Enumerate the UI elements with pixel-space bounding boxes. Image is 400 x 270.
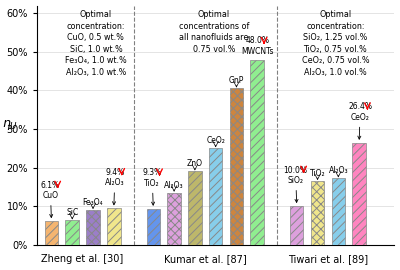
Text: 9.4%
Al₂O₃: 9.4% Al₂O₃ bbox=[105, 168, 125, 205]
Bar bbox=[66, 220, 79, 245]
Text: SiC: SiC bbox=[66, 208, 78, 217]
Text: 9.3%
TiO₂: 9.3% TiO₂ bbox=[143, 168, 162, 205]
Text: TiO₂: TiO₂ bbox=[310, 169, 325, 178]
Bar bbox=[311, 181, 324, 245]
Text: 10.0%
SiO₂: 10.0% SiO₂ bbox=[284, 166, 308, 202]
Bar bbox=[230, 89, 243, 245]
Text: 26.4%
CeO₂: 26.4% CeO₂ bbox=[348, 102, 372, 139]
Bar bbox=[86, 210, 100, 245]
Bar bbox=[167, 193, 181, 245]
Text: Optimal
concentration:
SiO₂, 1.25 vol.%
TiO₂, 0.75 vol.%
CeO₂, 0.75 vol.%
Al₂O₃,: Optimal concentration: SiO₂, 1.25 vol.% … bbox=[302, 10, 369, 77]
Bar bbox=[250, 60, 264, 245]
Bar bbox=[188, 171, 202, 245]
Bar bbox=[45, 221, 58, 245]
Text: Al₂O₃: Al₂O₃ bbox=[328, 166, 348, 175]
Text: Al₂O₃: Al₂O₃ bbox=[164, 181, 184, 190]
Text: 48.0%
MWCNTs: 48.0% MWCNTs bbox=[241, 36, 274, 56]
Text: Optimal
concentrations of
all nanofluids are
0.75 vol.%: Optimal concentrations of all nanofluids… bbox=[179, 10, 249, 54]
Bar bbox=[352, 143, 366, 245]
Text: GnP: GnP bbox=[229, 76, 244, 85]
Bar bbox=[107, 208, 120, 245]
Text: Fe₃O₄: Fe₃O₄ bbox=[83, 198, 103, 207]
Bar bbox=[290, 206, 304, 245]
Text: 6.1%
CuO: 6.1% CuO bbox=[41, 181, 60, 217]
Text: Optimal
concentration:
CuO, 0.5 wt.%
SiC, 1.0 wt.%
Fe₃O₄, 1.0 wt.%
Al₂O₃, 1.0 wt: Optimal concentration: CuO, 0.5 wt.% SiC… bbox=[65, 10, 127, 77]
Y-axis label: $\eta_U$: $\eta_U$ bbox=[2, 118, 18, 132]
Bar bbox=[209, 148, 222, 245]
Bar bbox=[332, 178, 345, 245]
Text: CeO₂: CeO₂ bbox=[206, 136, 225, 145]
Text: ZnO: ZnO bbox=[187, 159, 203, 168]
Bar bbox=[146, 209, 160, 245]
